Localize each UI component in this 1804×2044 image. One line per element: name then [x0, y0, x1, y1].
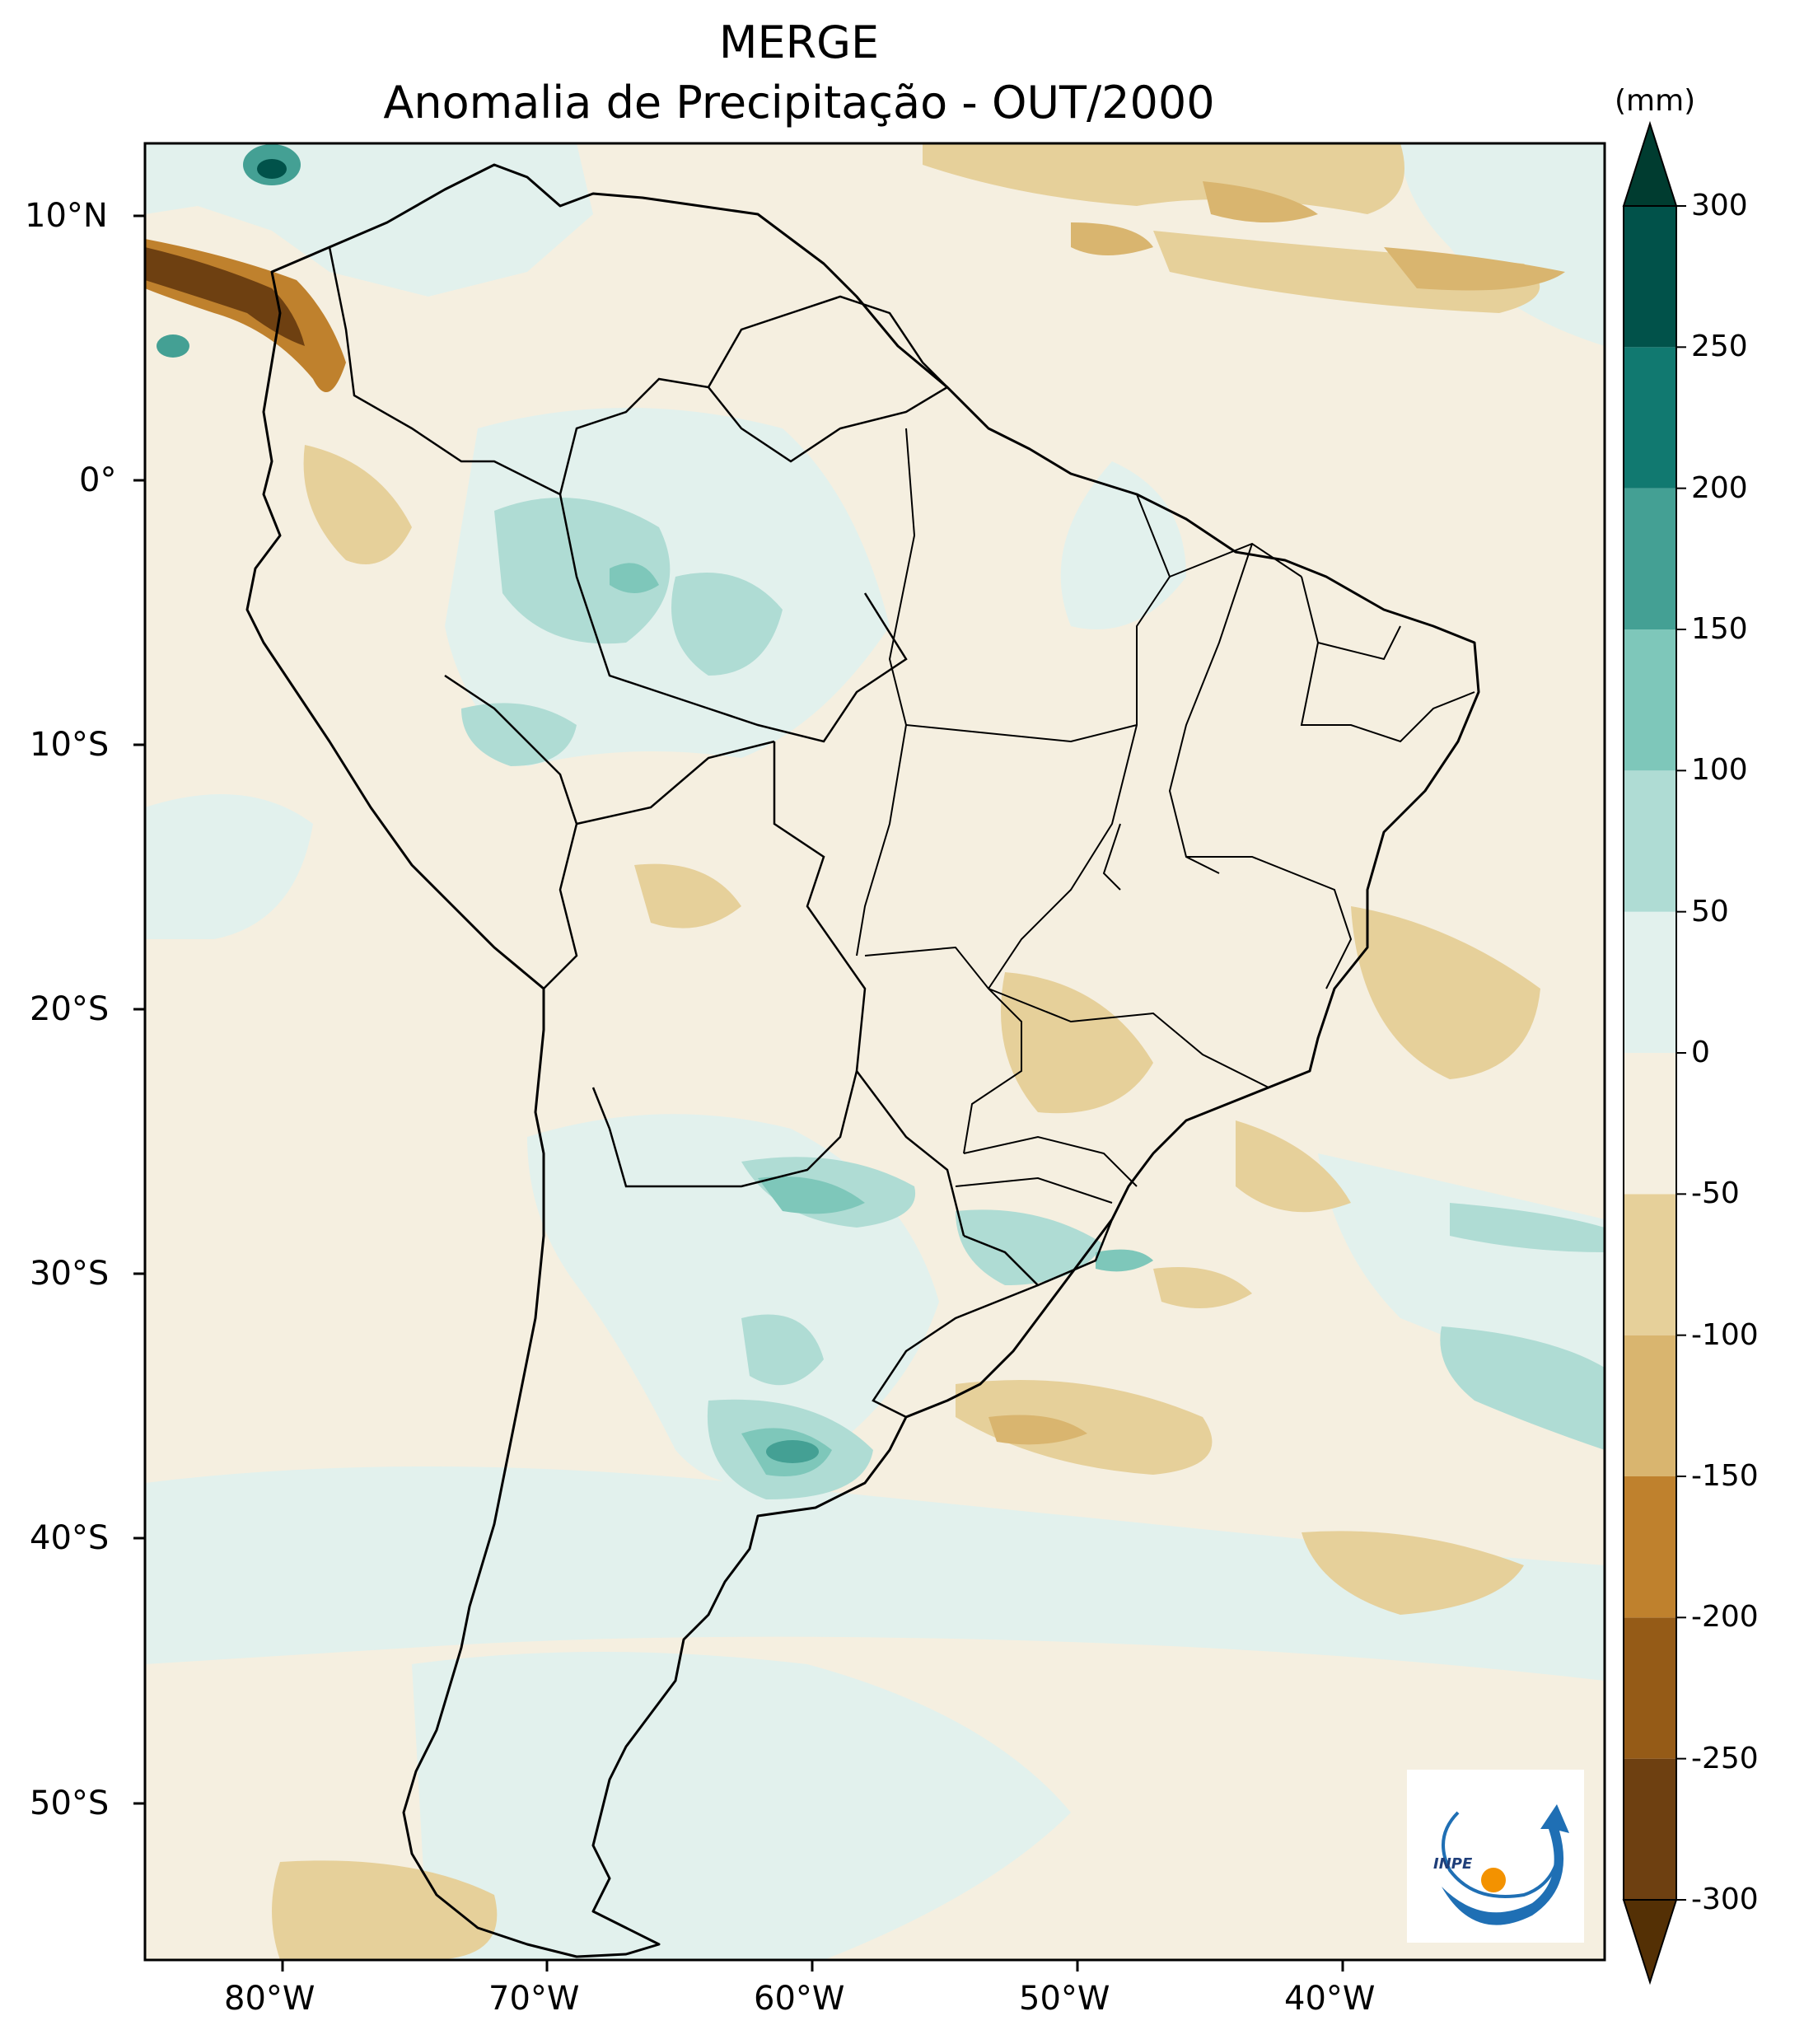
colorbar-bin	[1624, 1194, 1676, 1335]
y-tick-label-40s: 40°S	[30, 1519, 110, 1557]
svg-text:INPE: INPE	[1433, 1855, 1473, 1873]
colorbar-tick-label: 250	[1691, 330, 1748, 364]
colorbar-bin	[1624, 911, 1676, 1053]
anomaly-positive-moderate	[461, 498, 1605, 1499]
colorbar-ticks	[1676, 205, 1686, 1901]
colorbar	[1622, 120, 1686, 1986]
colorbar-bin	[1624, 206, 1676, 348]
x-ticks	[281, 1960, 1344, 1972]
anomaly-positive-light	[145, 143, 1605, 1960]
x-tick-label-60w: 60°W	[754, 1980, 845, 2018]
map-title: MERGE	[718, 16, 880, 68]
colorbar-bin	[1624, 1476, 1676, 1618]
colorbar-tick-label: 100	[1691, 753, 1748, 788]
colorbar-tick-label: 50	[1691, 894, 1729, 928]
x-tick-label-70w: 70°W	[488, 1980, 580, 2018]
y-tick-label-10s: 10°S	[30, 726, 110, 764]
colorbar-tick-label: 200	[1691, 470, 1748, 505]
colorbar-bin	[1624, 1053, 1676, 1195]
colorbar-bin	[1624, 770, 1676, 912]
y-tick-label-30s: 30°S	[30, 1255, 110, 1293]
state-borders	[856, 428, 1475, 1204]
x-tick-label-40w: 40°W	[1284, 1980, 1376, 2018]
country-borders	[328, 246, 1114, 1419]
anomaly-positive-extreme	[257, 159, 287, 179]
colorbar-tick-label: 150	[1691, 612, 1748, 646]
colorbar-bin	[1624, 1617, 1676, 1759]
y-tick-label-20s: 20°S	[30, 990, 110, 1028]
colorbar-bin	[1624, 1335, 1676, 1476]
colorbar-tick-label: -300	[1691, 1883, 1759, 1916]
colorbar-min-extension	[1622, 1899, 1678, 1986]
inpe-logo: INPE	[1407, 1770, 1584, 1943]
colorbar-tick-label: 0	[1691, 1036, 1710, 1069]
colorbar-bin	[1624, 629, 1676, 771]
colorbar-tick-label: -150	[1691, 1459, 1759, 1493]
anomaly-negative-extreme	[145, 247, 305, 346]
y-tick-label-0: 0°	[79, 461, 117, 499]
colorbar-bin	[1624, 347, 1676, 489]
y-ticks	[133, 214, 145, 1805]
colorbar-tick-label: 300	[1691, 189, 1748, 222]
map-frame	[143, 142, 1606, 1962]
colorbar-bin	[1624, 1758, 1676, 1900]
x-tick-label-80w: 80°W	[224, 1980, 315, 2018]
anomaly-negative-moderate	[988, 181, 1565, 1445]
south-america-coastline	[245, 163, 1480, 1958]
colorbar-bin	[1624, 488, 1676, 629]
colorbar-unit: (mm)	[1615, 84, 1696, 118]
map-subtitle: Anomalia de Precipitação - OUT/2000	[383, 77, 1215, 129]
colorbar-max-extension	[1622, 120, 1678, 207]
y-tick-label-10n: 10°N	[25, 197, 108, 235]
colorbar-tick-label: -100	[1691, 1317, 1759, 1352]
colorbar-tick-label: -200	[1691, 1600, 1759, 1635]
colorbar-tick-label: -250	[1691, 1741, 1759, 1775]
colorbar-tick-label: -50	[1691, 1176, 1740, 1211]
anomaly-negative-light	[272, 143, 1540, 1960]
y-tick-label-50s: 50°S	[30, 1784, 110, 1822]
x-tick-label-50w: 50°W	[1019, 1980, 1110, 2018]
